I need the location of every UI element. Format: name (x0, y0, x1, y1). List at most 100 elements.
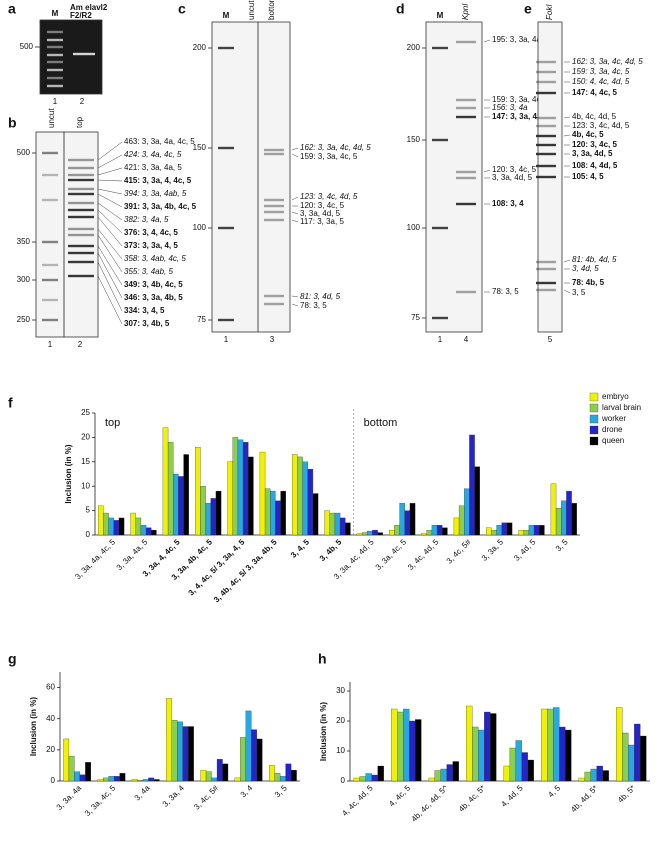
band-label: 150: 4, 4c, 4d, 5 (572, 77, 630, 86)
bar (590, 768, 597, 782)
gel-band (47, 38, 63, 42)
bar (550, 483, 557, 536)
band-label: 78: 3, 5 (492, 287, 519, 296)
bar (428, 777, 435, 782)
bar (63, 738, 70, 782)
x-tick-label: 3, 4c, 5# (445, 537, 473, 565)
bar (113, 520, 120, 536)
bar (200, 769, 207, 782)
band-label: 4b, 4c, 4d, 5 (572, 112, 617, 121)
gel-band (68, 215, 94, 219)
gel-band (68, 158, 94, 162)
leader (563, 259, 571, 263)
bar (171, 720, 178, 782)
bar (148, 777, 155, 782)
tick-label: 250 (17, 315, 31, 324)
bar (521, 752, 528, 782)
gel-band (536, 267, 556, 271)
x-tick-label: 4, 4d, 5 (499, 783, 525, 809)
bar (114, 776, 120, 782)
lane-header: M (223, 11, 230, 20)
gel-band (456, 115, 476, 119)
bar (329, 512, 336, 536)
bar (458, 505, 465, 536)
lane-header: M (437, 11, 444, 20)
annotation: top (105, 417, 120, 429)
bar (103, 777, 109, 782)
bar (166, 698, 172, 782)
bar (377, 532, 383, 536)
gel-band (264, 218, 284, 222)
gel-band (68, 227, 94, 231)
bar (486, 527, 492, 536)
legend-label: drone (602, 425, 623, 434)
bar (584, 771, 591, 782)
bar (182, 726, 189, 782)
gel-band (42, 263, 58, 267)
bar (391, 708, 398, 782)
band-label: 373: 3, 3a, 4, 5 (124, 241, 178, 250)
legend-label: embryo (602, 392, 629, 401)
bar (177, 721, 183, 782)
bar (211, 777, 218, 782)
bar (251, 729, 257, 782)
lane-number: 1 (53, 97, 58, 106)
bar (97, 779, 104, 782)
bar (622, 732, 629, 782)
gel-band (536, 175, 556, 179)
band-label: 3, 5 (572, 288, 586, 297)
x-tick-label: 3, 4, 4c, 5/ 3, 3a, 4, 5 (187, 537, 247, 597)
band-label: 4b, 4c, 5 (572, 130, 604, 139)
bar (222, 763, 229, 782)
bar (566, 490, 572, 536)
gel-band (536, 116, 556, 120)
y-axis-label: Inclusion (in %) (319, 702, 328, 761)
bar (200, 486, 206, 536)
gel (425, 21, 483, 333)
lane-header: uncut (247, 0, 256, 20)
leader (97, 234, 123, 273)
bar (555, 508, 562, 536)
panel-label: h (318, 651, 327, 667)
bar (602, 770, 609, 782)
band-label: 421: 3, 3a, 4a, 5 (124, 163, 182, 172)
lane-number: 3 (270, 335, 275, 344)
bar (245, 710, 252, 782)
bar (264, 488, 271, 536)
leader (291, 196, 299, 201)
bar (297, 456, 303, 536)
x-tick-label: 3, 5 (554, 537, 570, 553)
y-tick-label: 30 (336, 686, 345, 695)
lane-header: KpnI (461, 3, 470, 20)
bar (227, 461, 233, 536)
gel-band (456, 202, 476, 206)
leader (563, 116, 571, 119)
gel-band (432, 226, 448, 230)
y-tick-label: 0 (341, 776, 346, 785)
x-tick-label: 3, 4c, 5# (192, 783, 220, 811)
gel-band (47, 68, 63, 72)
panel-label: c (178, 1, 186, 17)
bar (628, 744, 635, 782)
band-label: 3, 4d, 5 (572, 264, 599, 273)
bar (469, 434, 475, 536)
leader (97, 167, 123, 176)
leader (97, 245, 123, 286)
band-label: 162: 3, 3a, 4c, 4d, 5 (300, 143, 371, 152)
bar (528, 525, 535, 536)
leader (291, 211, 299, 215)
gel-band (42, 298, 58, 302)
bar (394, 525, 400, 536)
band-label: 78: 3, 5 (300, 301, 327, 310)
bar (353, 777, 360, 782)
bar (137, 780, 144, 782)
x-tick-label: 3, 3a, 4 (161, 783, 187, 809)
gel-band (536, 134, 556, 138)
leader (483, 39, 491, 43)
gel-band (536, 124, 556, 128)
band-label: 120: 3, 4c, 5 (492, 165, 537, 174)
band-label: 382: 3, 4a, 5 (124, 215, 169, 224)
tick-label: 75 (197, 315, 206, 324)
gel-band (68, 251, 94, 255)
leader (97, 188, 123, 195)
